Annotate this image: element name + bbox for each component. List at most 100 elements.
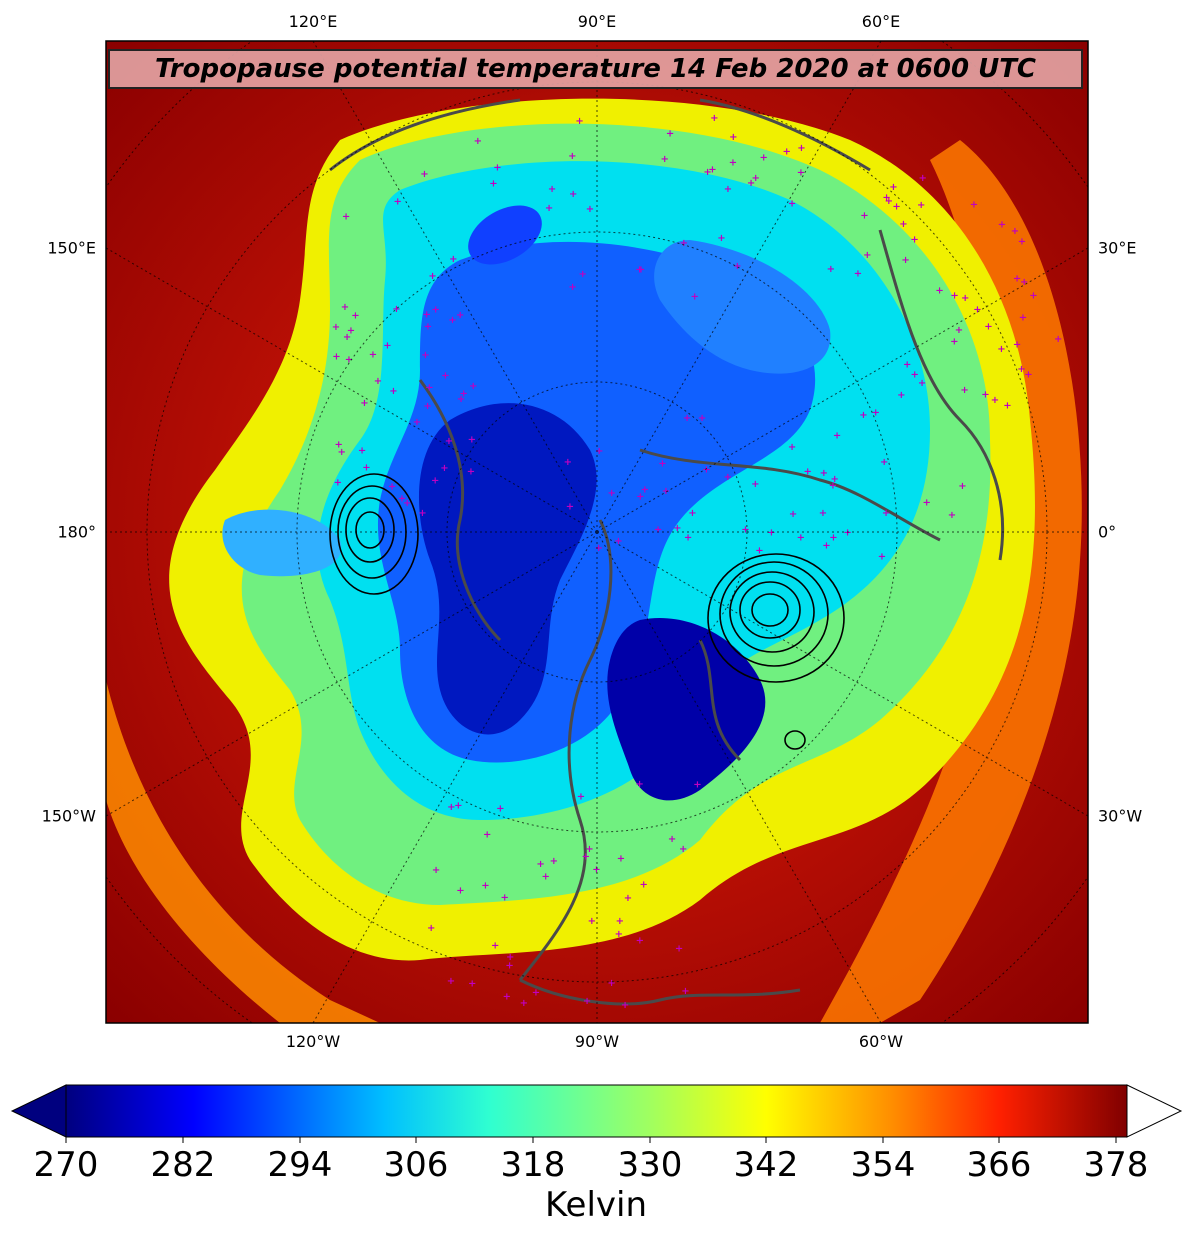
station-marker: +	[503, 992, 511, 1003]
station-marker: +	[935, 286, 943, 297]
station-marker: +	[583, 996, 591, 1007]
station-marker: +	[542, 872, 550, 883]
station-marker: +	[432, 865, 440, 876]
station-marker: +	[456, 886, 464, 897]
station-marker: +	[420, 169, 428, 180]
station-marker: +	[702, 465, 710, 476]
station-marker: +	[506, 952, 514, 963]
station-marker: +	[788, 442, 796, 453]
map-title: Tropopause potential temperature 14 Feb …	[108, 49, 1083, 89]
station-marker: +	[615, 929, 623, 940]
station-marker: +	[661, 154, 669, 165]
station-marker: +	[334, 478, 342, 489]
station-marker: +	[456, 310, 464, 321]
station-marker: +	[585, 844, 593, 855]
station-marker: +	[1003, 400, 1011, 411]
station-marker: +	[481, 880, 489, 891]
station-marker: +	[636, 935, 644, 946]
station-marker: +	[860, 211, 868, 222]
station-marker: +	[710, 113, 718, 124]
station-marker: +	[819, 508, 827, 519]
lat-label-left-1: 150°E	[47, 238, 96, 258]
station-marker: +	[496, 803, 504, 814]
station-marker: +	[897, 390, 905, 401]
station-marker: +	[421, 350, 429, 361]
station-marker: +	[872, 407, 880, 418]
station-marker: +	[342, 212, 350, 223]
station-marker: +	[545, 203, 553, 214]
station-marker: +	[729, 158, 737, 169]
station-marker: +	[447, 976, 455, 987]
station-marker: +	[899, 219, 907, 230]
station-marker: +	[579, 269, 587, 280]
station-marker: +	[1020, 277, 1028, 288]
station-marker: +	[564, 457, 572, 468]
station-marker: +	[882, 508, 890, 519]
station-marker: +	[413, 417, 421, 428]
station-marker: +	[878, 552, 886, 563]
station-marker: +	[641, 485, 649, 496]
station-marker: +	[797, 143, 805, 154]
station-marker: +	[445, 436, 453, 447]
station-marker: +	[923, 497, 931, 508]
station-marker: +	[449, 254, 457, 265]
station-marker: +	[493, 163, 501, 174]
station-marker: +	[636, 492, 644, 503]
station-marker: +	[624, 893, 632, 904]
station-marker: +	[755, 546, 763, 557]
station-marker: +	[679, 844, 687, 855]
colorbar-tick-label: 282	[150, 1145, 216, 1185]
colorbar-tick-label: 294	[267, 1145, 333, 1185]
station-marker: +	[684, 533, 692, 544]
station-marker: +	[859, 410, 867, 421]
station-marker: +	[1017, 364, 1025, 375]
station-marker: +	[1013, 339, 1021, 350]
station-marker: +	[789, 509, 797, 520]
station-marker: +	[675, 943, 683, 954]
station-marker: +	[854, 269, 862, 280]
station-marker: +	[483, 829, 491, 840]
map-frame	[105, 40, 1089, 1024]
lat-label-left-2: 180°	[57, 522, 96, 542]
station-marker: +	[961, 293, 969, 304]
station-marker: +	[332, 351, 340, 362]
station-marker: +	[369, 350, 377, 361]
station-marker: +	[532, 988, 540, 999]
coastlines	[329, 98, 1005, 1006]
station-marker: +	[1013, 274, 1021, 285]
station-marker: +	[635, 264, 643, 275]
station-marker: +	[468, 435, 476, 446]
station-marker: +	[863, 250, 871, 261]
station-marker: +	[680, 238, 688, 249]
station-marker: +	[654, 525, 662, 536]
station-marker: +	[708, 165, 716, 176]
station-marker: +	[918, 378, 926, 389]
lat-label-right-1: 30°E	[1098, 238, 1137, 258]
station-marker: +	[345, 354, 353, 365]
station-marker: +	[729, 132, 737, 143]
station-marker: +	[903, 360, 911, 371]
colorbar-tick-label: 270	[33, 1145, 99, 1185]
lat-label-left-3: 150°W	[41, 806, 96, 826]
station-marker: +	[468, 979, 476, 990]
station-marker: +	[441, 370, 449, 381]
station-marker: +	[467, 466, 475, 477]
station-marker: +	[432, 305, 440, 316]
station-marker: +	[1029, 291, 1037, 302]
station-marker: +	[338, 447, 346, 458]
station-marker: +	[733, 261, 741, 272]
station-marker: +	[360, 398, 368, 409]
station-marker: +	[827, 264, 835, 275]
station-marker: +	[788, 198, 796, 209]
station-marker: +	[423, 309, 431, 320]
station-marker: +	[981, 389, 989, 400]
lon-label-bottom-3: 60°W	[858, 1032, 904, 1051]
station-marker: +	[640, 879, 648, 890]
blue-northeast	[654, 240, 831, 374]
colorbar-tick-label: 342	[733, 1145, 799, 1185]
station-marker: +	[425, 383, 433, 394]
station-marker: +	[428, 271, 436, 282]
station-marker: +	[431, 475, 439, 486]
colorbar-extend-min	[10, 1084, 67, 1138]
station-marker: +	[760, 153, 768, 164]
